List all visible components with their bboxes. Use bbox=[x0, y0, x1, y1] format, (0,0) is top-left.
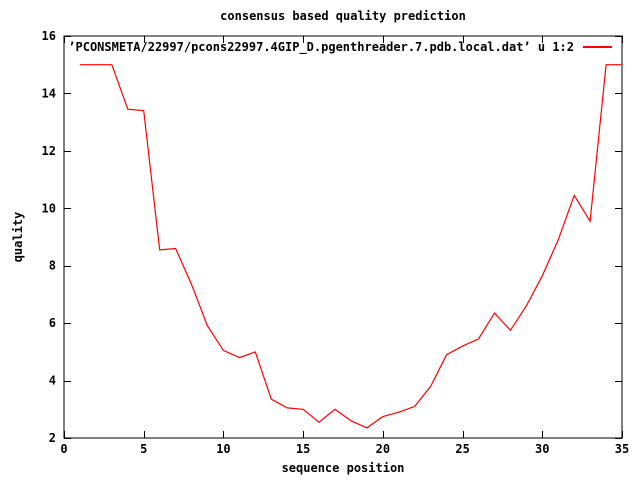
y-tick-label: 16 bbox=[42, 29, 56, 43]
x-axis-label: sequence position bbox=[281, 461, 405, 475]
x-tick-label: 10 bbox=[216, 442, 230, 456]
x-tick-label: 15 bbox=[296, 442, 310, 456]
y-tick-label: 8 bbox=[49, 259, 56, 273]
x-tick-label: 35 bbox=[615, 442, 629, 456]
x-tick-label: 25 bbox=[455, 442, 469, 456]
legend-line-sample-icon bbox=[583, 46, 612, 48]
legend: ’PCONSMETA/22997/pcons22997.4GIP_D.pgent… bbox=[68, 40, 612, 54]
x-tick-label: 20 bbox=[376, 442, 390, 456]
y-tick-label: 4 bbox=[49, 374, 56, 388]
y-tick-label: 2 bbox=[49, 431, 56, 445]
chart-title: consensus based quality prediction bbox=[220, 9, 466, 23]
legend-label: ’PCONSMETA/22997/pcons22997.4GIP_D.pgent… bbox=[68, 40, 574, 54]
axis-ticks bbox=[64, 36, 623, 439]
x-tick-label: 0 bbox=[60, 442, 67, 456]
plot-border bbox=[63, 35, 623, 439]
x-tick-label: 5 bbox=[140, 442, 147, 456]
y-tick-label: 12 bbox=[42, 144, 56, 158]
y-tick-label: 10 bbox=[42, 201, 56, 215]
x-tick-label: 30 bbox=[535, 442, 549, 456]
data-line bbox=[79, 64, 622, 429]
tick-labels: 0 5 10 15 20 25 30 35 2 4 6 8 10 12 14 16 bbox=[42, 29, 630, 456]
y-tick-label: 6 bbox=[49, 316, 56, 330]
y-tick-label: 14 bbox=[42, 86, 56, 100]
